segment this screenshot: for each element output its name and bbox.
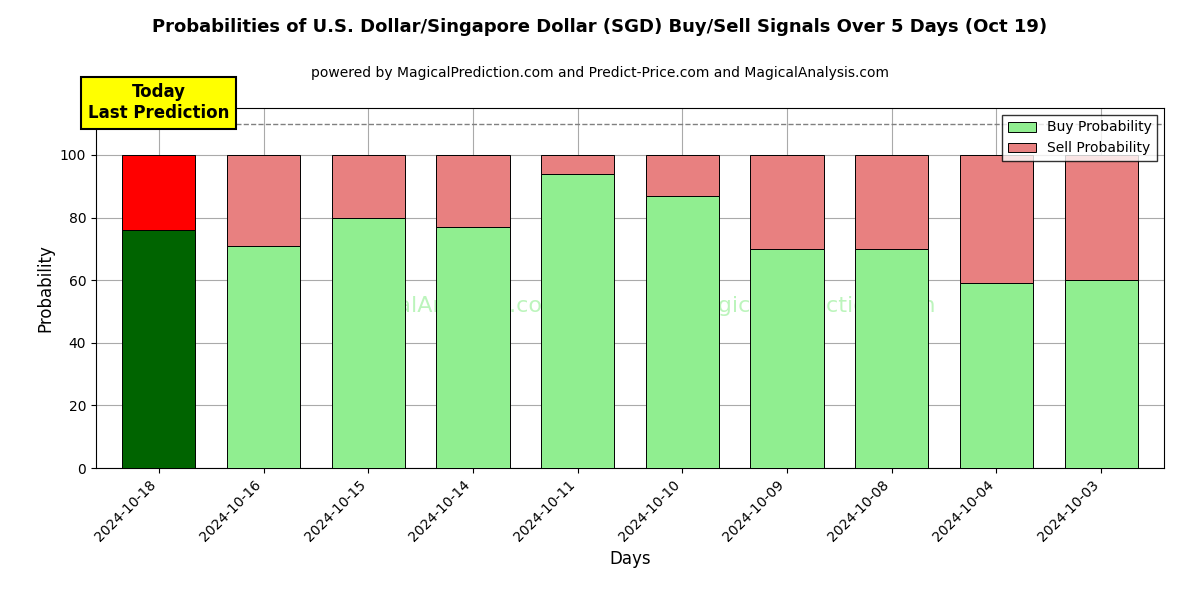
Text: powered by MagicalPrediction.com and Predict-Price.com and MagicalAnalysis.com: powered by MagicalPrediction.com and Pre… (311, 66, 889, 80)
Bar (227, 155, 300, 246)
Bar (437, 155, 510, 227)
Bar (1064, 280, 1138, 468)
Bar (856, 155, 929, 249)
Bar (541, 174, 614, 468)
Legend: Buy Probability, Sell Probability: Buy Probability, Sell Probability (1002, 115, 1157, 161)
Bar (331, 155, 404, 218)
Bar (541, 155, 614, 174)
Text: Probabilities of U.S. Dollar/Singapore Dollar (SGD) Buy/Sell Signals Over 5 Days: Probabilities of U.S. Dollar/Singapore D… (152, 18, 1048, 36)
Bar (960, 155, 1033, 283)
Bar (960, 283, 1033, 468)
Bar (750, 155, 823, 249)
Bar (331, 218, 404, 468)
X-axis label: Days: Days (610, 550, 650, 568)
Bar (646, 196, 719, 468)
Bar (646, 155, 719, 196)
Bar (437, 227, 510, 468)
Bar (856, 249, 929, 468)
Y-axis label: Probability: Probability (36, 244, 54, 332)
Bar (1064, 155, 1138, 280)
Text: Today
Last Prediction: Today Last Prediction (88, 83, 229, 122)
Bar (227, 246, 300, 468)
Text: MagicalAnalysis.com: MagicalAnalysis.com (332, 296, 564, 316)
Text: MagicalPrediction.com: MagicalPrediction.com (686, 296, 937, 316)
Bar (750, 249, 823, 468)
Bar (122, 155, 196, 230)
Bar (122, 230, 196, 468)
